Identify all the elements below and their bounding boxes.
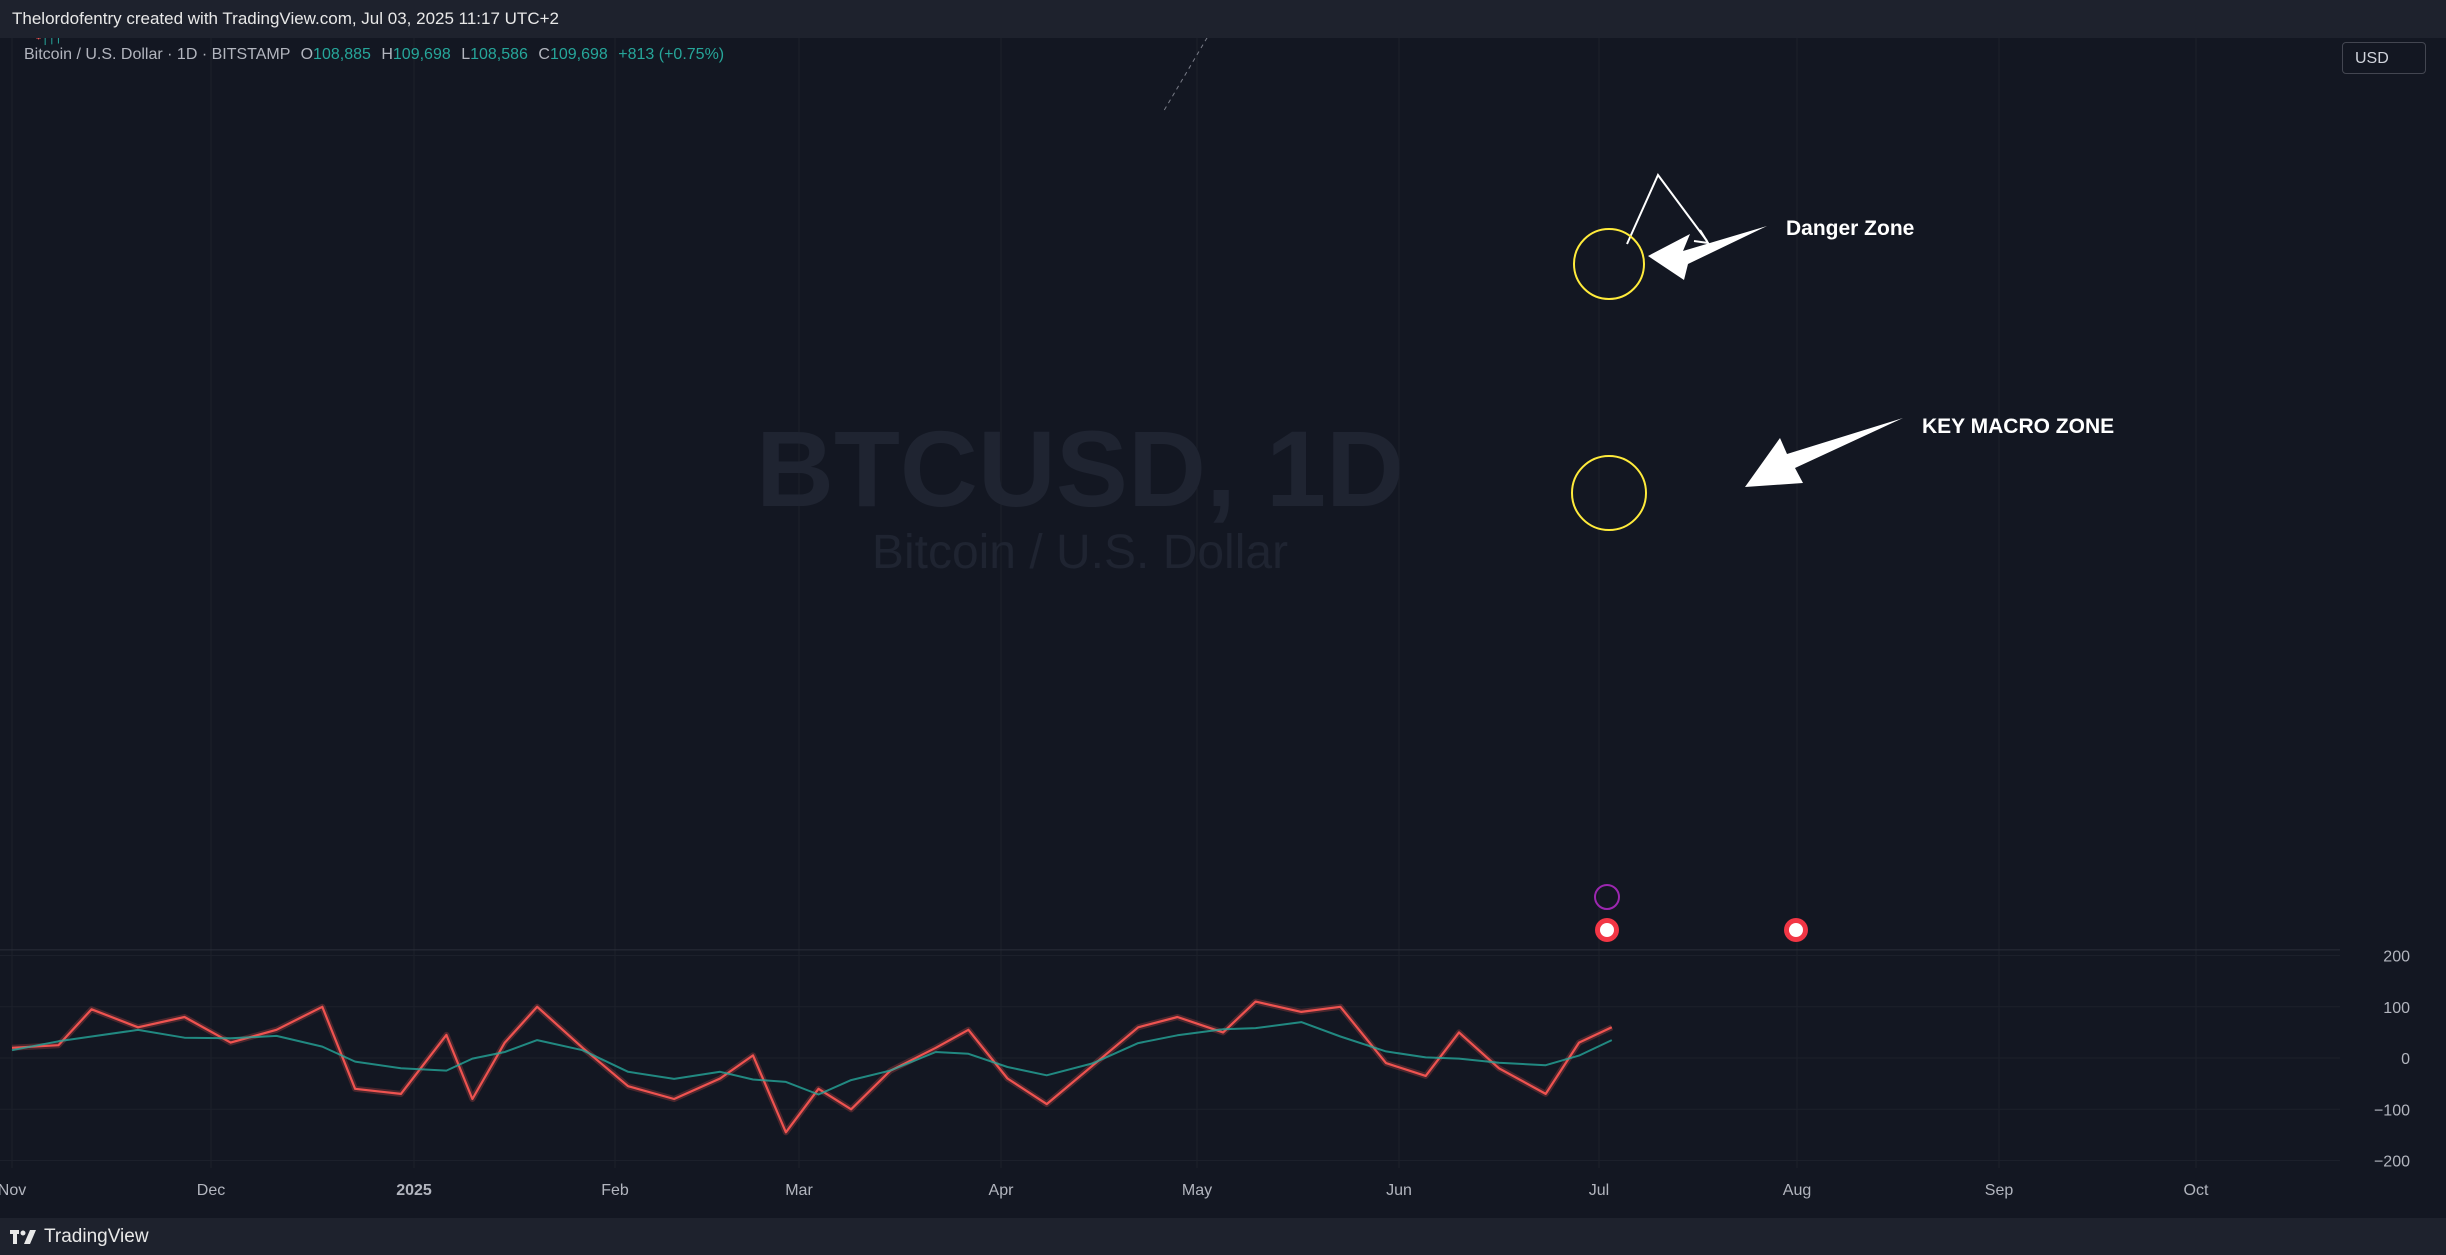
high-value: 109,698 — [392, 46, 451, 63]
osc-axis-tick: −100 — [2374, 1102, 2410, 1119]
symbol-legend: Bitcoin / U.S. Dollar · 1D · BITSTAMP O1… — [24, 46, 724, 64]
osc-axis-tick: 200 — [2383, 949, 2410, 966]
oscillator-line — [11, 1000, 1613, 1134]
low-label: L — [461, 46, 471, 63]
osc-axis-tick: 0 — [2401, 1051, 2410, 1068]
time-axis-tick: Jul — [1589, 1182, 1609, 1199]
oscillator-pane — [0, 949, 2340, 1161]
danger-zone-circle — [1573, 228, 1645, 300]
time-axis-tick: Mar — [785, 1182, 813, 1199]
axes: 78,00080,00082,00084,00086,00088,00090,0… — [0, 949, 2410, 1200]
time-axis-tick: Apr — [989, 1182, 1015, 1199]
change-value: +813 (+0.75%) — [618, 46, 725, 63]
osc-axis-tick: 100 — [2383, 1000, 2410, 1017]
open-value: 108,885 — [313, 46, 371, 63]
attribution-text: Thelordofentry created with TradingView.… — [12, 9, 559, 28]
candle-body — [36, 38, 41, 39]
trading-chart[interactable]: BTCUSD, 1D Bitcoin / U.S. Dollar 0.382 (… — [0, 38, 2446, 1218]
watermark-name: Bitcoin / U.S. Dollar — [872, 526, 1288, 579]
oscillator-signal-line — [11, 1021, 1613, 1096]
time-axis-tick: May — [1182, 1182, 1212, 1199]
watermark-ticker: BTCUSD, 1D — [756, 408, 1404, 529]
time-axis-tick: Oct — [2184, 1182, 2209, 1199]
symbol-name: Bitcoin / U.S. Dollar · 1D · BITSTAMP — [24, 46, 291, 63]
footer-brand: TradingView — [44, 1226, 149, 1247]
close-value: 109,698 — [549, 46, 608, 63]
key-macro-arrow — [1745, 418, 1903, 487]
us-flag-icon-inner — [1600, 923, 1614, 937]
time-axis-tick: Feb — [601, 1182, 629, 1199]
oscillator-glow — [11, 998, 1614, 1136]
projection-arrowhead — [1693, 229, 1710, 245]
attribution-bar: Thelordofentry created with TradingView.… — [0, 0, 2446, 38]
close-label: C — [538, 46, 550, 63]
time-axis-tick: Dec — [197, 1182, 225, 1199]
osc-axis-tick: −200 — [2374, 1154, 2410, 1171]
us-flag-icon-inner — [1789, 923, 1803, 937]
trendline-drawings: Danger Zone KEY MACRO ZONE — [1163, 38, 2114, 942]
key-macro-zone-label: KEY MACRO ZONE — [1922, 415, 2114, 438]
time-axis-tick: Nov — [0, 1182, 26, 1199]
danger-zone-label: Danger Zone — [1786, 217, 1914, 240]
open-label: O — [300, 46, 314, 63]
high-label: H — [381, 46, 393, 63]
grid-lines — [11, 38, 2197, 1168]
tradingview-logo-icon — [10, 1230, 36, 1244]
trend-dashed-line — [1163, 38, 1208, 111]
time-axis-tick: Jun — [1386, 1182, 1412, 1199]
time-axis-tick: Sep — [1985, 1182, 2014, 1199]
low-value: 108,586 — [470, 46, 528, 63]
candlesticks — [36, 38, 59, 46]
time-axis-tick: Aug — [1783, 1182, 1811, 1199]
event-icon — [1594, 884, 1620, 910]
currency-button[interactable]: USD — [2342, 42, 2426, 74]
time-axis-tick: 2025 — [396, 1182, 432, 1199]
danger-zone-arrow — [1648, 226, 1767, 280]
key-macro-circle — [1571, 455, 1647, 531]
footer-bar: TradingView — [0, 1218, 2446, 1255]
tradingview-logo[interactable]: TradingView — [10, 1226, 149, 1248]
projection-zigzag — [1626, 173, 1708, 245]
